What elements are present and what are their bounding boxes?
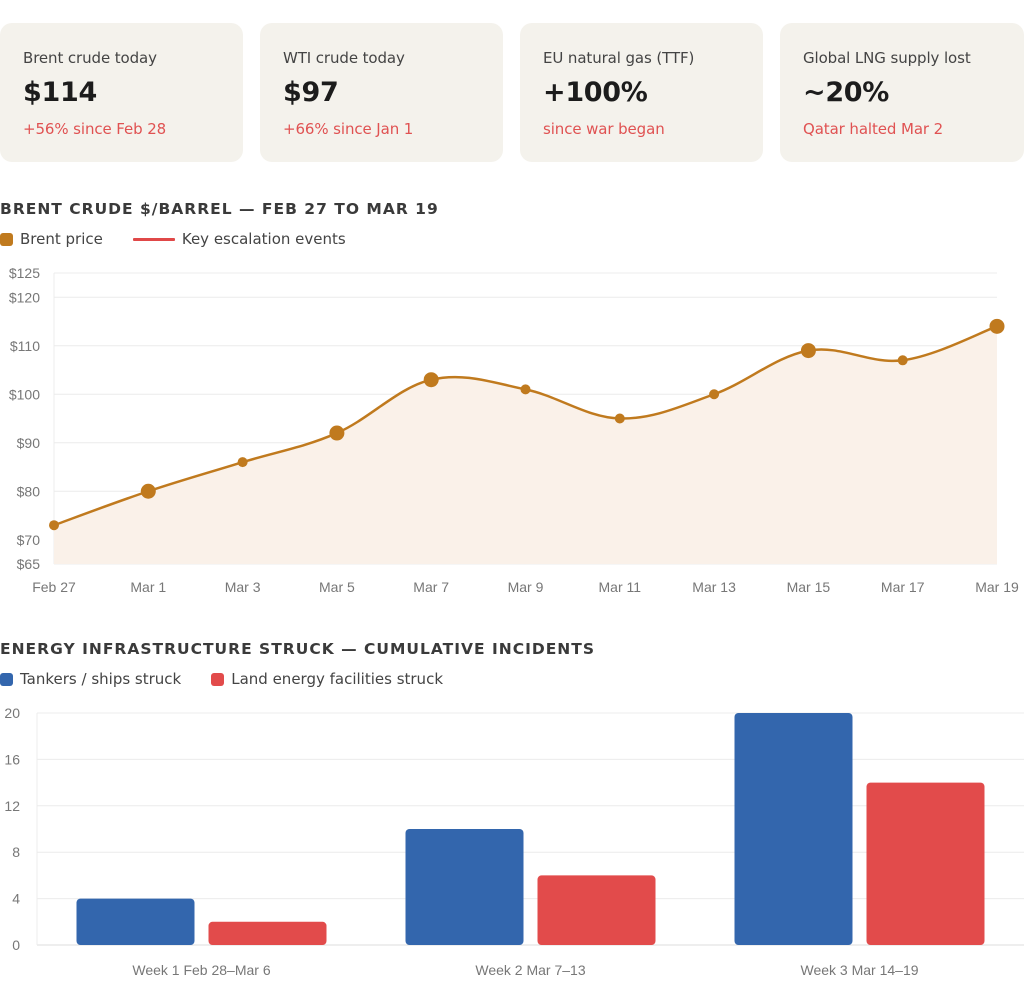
brent-area-fill	[54, 326, 997, 564]
brent-data-point	[237, 457, 248, 468]
line-chart-legend: Brent price Key escalation events	[0, 229, 376, 249]
kpi-label: Brent crude today	[23, 49, 157, 67]
escalation-event-point	[329, 425, 345, 441]
y-tick-label: $110	[10, 338, 40, 354]
bar-land-facilities	[537, 875, 656, 945]
brent-data-points	[49, 318, 1005, 531]
bar-tankers	[76, 898, 195, 945]
escalation-event-point	[800, 343, 816, 359]
bar-chart-legend: Tankers / ships struck Land energy facil…	[0, 669, 473, 689]
kpi-card-eu-gas: EU natural gas (TTF) +100% since war beg…	[520, 23, 763, 162]
kpi-cards: Brent crude today $114 +56% since Feb 28…	[0, 23, 1024, 162]
kpi-label: WTI crude today	[283, 49, 405, 67]
x-tick-label: Mar 15	[787, 579, 831, 595]
x-tick-label: Mar 9	[508, 579, 544, 595]
x-tick-label: Week 3 Mar 14–19	[800, 962, 918, 978]
kpi-value: $114	[23, 77, 97, 108]
escalation-event-point	[140, 483, 156, 499]
kpi-sub: Qatar halted Mar 2	[803, 120, 944, 138]
legend-label: Key escalation events	[181, 230, 346, 248]
y-tick-label: $100	[9, 386, 40, 402]
y-tick-label: $65	[17, 556, 41, 572]
x-axis-ticks: Feb 27 Mar 1 Mar 3 Mar 5 Mar 7 Mar 9 Mar 11 Mar…	[32, 579, 1019, 595]
bar-land-facilities	[208, 921, 327, 945]
y-tick-label: 0	[12, 937, 20, 953]
y-tick-label: $80	[17, 483, 41, 499]
x-tick-label: Mar 19	[975, 579, 1019, 595]
bars	[76, 713, 985, 945]
brent-data-point	[897, 355, 908, 366]
x-tick-label: Mar 17	[881, 579, 925, 595]
kpi-card-lng: Global LNG supply lost ~20% Qatar halted…	[780, 23, 1024, 162]
kpi-value: +100%	[543, 77, 648, 108]
legend-item-tankers[interactable]: Tankers / ships struck	[0, 670, 181, 688]
bar-land-facilities	[866, 782, 985, 945]
x-tick-label: Feb 27	[32, 579, 76, 595]
x-tick-label: Mar 1	[130, 579, 166, 595]
kpi-card-brent: Brent crude today $114 +56% since Feb 28	[0, 23, 243, 162]
kpi-card-wti: WTI crude today $97 +66% since Jan 1	[260, 23, 503, 162]
legend-swatch-land	[211, 672, 225, 686]
y-tick-label: $120	[9, 289, 40, 305]
bar-chart: 0 4 8 12 16 20 Week 1 Feb 28–Mar 6 Week 2 Mar …	[4, 705, 1024, 978]
brent-data-point	[614, 413, 625, 424]
escalation-event-point	[423, 372, 439, 388]
bar-chart-title: ENERGY INFRASTRUCTURE STRUCK — CUMULATIV…	[0, 640, 595, 658]
brent-data-point	[520, 384, 531, 395]
x-tick-label: Week 2 Mar 7–13	[475, 962, 585, 978]
y-axis-ticks: $65 $70 $80 $90 $100 $110 $120 $125	[9, 265, 40, 572]
escalation-event-point	[989, 318, 1005, 334]
kpi-label: Global LNG supply lost	[803, 49, 971, 67]
x-tick-label: Mar 13	[692, 579, 736, 595]
brent-data-point	[49, 520, 59, 531]
kpi-sub: +66% since Jan 1	[283, 120, 414, 138]
legend-item-escalation[interactable]: Key escalation events	[132, 230, 346, 248]
y-tick-label: 4	[12, 891, 20, 907]
legend-label: Tankers / ships struck	[20, 670, 182, 688]
kpi-sub: since war began	[543, 120, 665, 138]
kpi-value: ~20%	[803, 77, 890, 108]
x-tick-label: Mar 3	[225, 579, 261, 595]
y-tick-label: 16	[4, 751, 20, 767]
kpi-label: EU natural gas (TTF)	[543, 49, 695, 67]
legend-item-brent[interactable]: Brent price	[0, 230, 103, 248]
kpi-value: $97	[283, 77, 339, 108]
y-tick-label: 8	[12, 844, 20, 860]
legend-line-escalation	[132, 237, 175, 241]
x-tick-label: Mar 11	[599, 579, 642, 595]
kpi-sub: +56% since Feb 28	[23, 120, 167, 138]
legend-swatch-brent	[0, 232, 13, 246]
y-tick-label: 20	[4, 705, 20, 721]
x-tick-label: Mar 5	[319, 579, 355, 595]
y-tick-label: $90	[17, 435, 41, 451]
x-tick-label: Mar 7	[413, 579, 449, 595]
y-gridlines	[36, 712, 1024, 946]
bar-tankers	[405, 829, 524, 945]
line-chart-title: BRENT CRUDE $/BARREL — FEB 27 TO MAR 19	[0, 200, 439, 218]
legend-label: Brent price	[20, 230, 103, 248]
y-tick-label: $70	[17, 532, 41, 548]
legend-item-land[interactable]: Land energy facilities struck	[211, 670, 443, 688]
legend-label: Land energy facilities struck	[231, 670, 443, 688]
line-chart: $65 $70 $80 $90 $100 $110 $120 $125 Feb 27 Mar 1…	[9, 265, 1019, 595]
bar-tankers	[734, 713, 853, 945]
brent-data-point	[709, 389, 720, 400]
legend-swatch-tankers	[0, 672, 13, 686]
x-tick-label: Week 1 Feb 28–Mar 6	[132, 962, 270, 978]
y-axis-ticks: 0 4 8 12 16 20	[4, 705, 20, 953]
y-tick-label: $125	[9, 265, 40, 281]
y-tick-label: 12	[4, 798, 20, 814]
x-axis-ticks: Week 1 Feb 28–Mar 6 Week 2 Mar 7–13 Week 3…	[132, 962, 918, 978]
